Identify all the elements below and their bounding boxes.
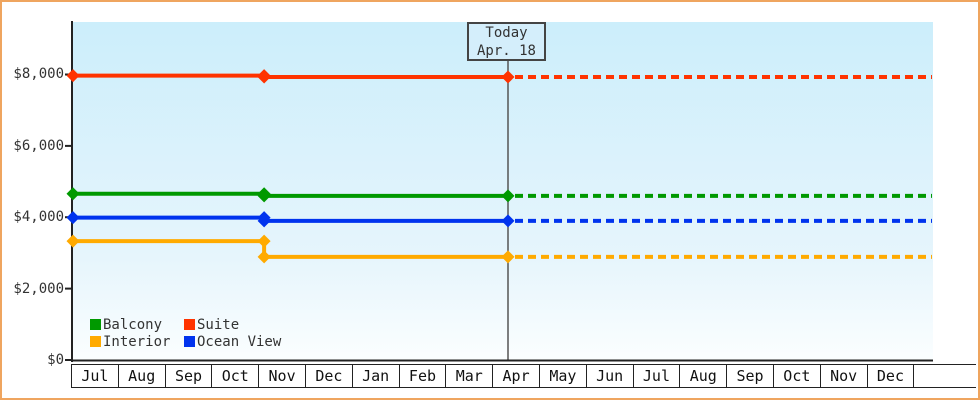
month-cell: Feb [398, 364, 447, 388]
month-cell: Mar [445, 364, 494, 388]
series-marker [257, 214, 271, 228]
month-cell: Nov [819, 364, 868, 388]
y-axis-tick-label: $4,000 [13, 209, 64, 225]
ocean-view-color-swatch [184, 336, 195, 347]
series-marker [257, 250, 271, 264]
month-cell: Sep [164, 364, 213, 388]
legend-item-balcony: Balcony [90, 316, 184, 333]
x-axis-line [71, 359, 933, 362]
series-marker [501, 214, 515, 228]
series-marker [66, 234, 80, 248]
series-marker [501, 70, 515, 84]
month-cell: Dec [866, 364, 915, 388]
legend-item-suite: Suite [184, 316, 281, 333]
series-marker [257, 189, 271, 203]
series-marker [257, 70, 271, 84]
legend-item-interior: Interior [90, 333, 184, 350]
y-axis-tick-label: $8,000 [13, 66, 64, 82]
month-cell: Dec [304, 364, 353, 388]
legend-label: Suite [197, 316, 240, 333]
series-marker [257, 234, 271, 248]
month-cell: Jul [71, 364, 119, 388]
month-cell: Nov [258, 364, 306, 388]
plot-background [73, 22, 933, 360]
month-cell: May [538, 364, 587, 388]
month-cell: Jan [351, 364, 400, 388]
month-cell: Jun [585, 364, 634, 388]
y-axis-tick-label: $6,000 [13, 138, 64, 154]
interior-color-swatch [90, 336, 101, 347]
today-marker-box: Today Apr. 18 [467, 22, 546, 61]
month-cell: Oct [772, 364, 821, 388]
today-label: Today [485, 25, 528, 41]
month-cell: Oct [211, 364, 260, 388]
month-cell: Jul [632, 364, 681, 388]
series-marker [66, 211, 80, 225]
series-marker [66, 69, 80, 83]
y-axis-tick-label: $2,000 [13, 281, 64, 297]
legend-label: Balcony [103, 316, 163, 333]
month-cell: Aug [117, 364, 166, 388]
series-marker [501, 189, 515, 203]
month-cell: Sep [726, 364, 774, 388]
series-line-Interior [73, 239, 508, 259]
series-layer [66, 69, 932, 264]
suite-color-swatch [184, 319, 195, 330]
legend: Balcony Suite Interior Ocean View [90, 316, 281, 350]
x-axis-month-row: Jul Aug Sep Oct Nov Dec Jan Feb Mar Apr … [71, 364, 976, 388]
legend-item-ocean-view: Ocean View [184, 333, 281, 350]
legend-label: Interior [103, 333, 171, 350]
today-date: Apr. 18 [476, 43, 536, 59]
series-line-Balcony [73, 191, 508, 198]
month-cell: Aug [679, 364, 728, 388]
y-axis-tick-label: $0 [47, 352, 64, 368]
month-cell-blank [913, 364, 976, 388]
month-cell: Apr [492, 364, 540, 388]
legend-label: Ocean View [197, 333, 282, 350]
series-line-Suite [73, 73, 508, 79]
series-marker [501, 250, 515, 264]
balcony-color-swatch [90, 319, 101, 330]
series-marker [66, 187, 80, 201]
